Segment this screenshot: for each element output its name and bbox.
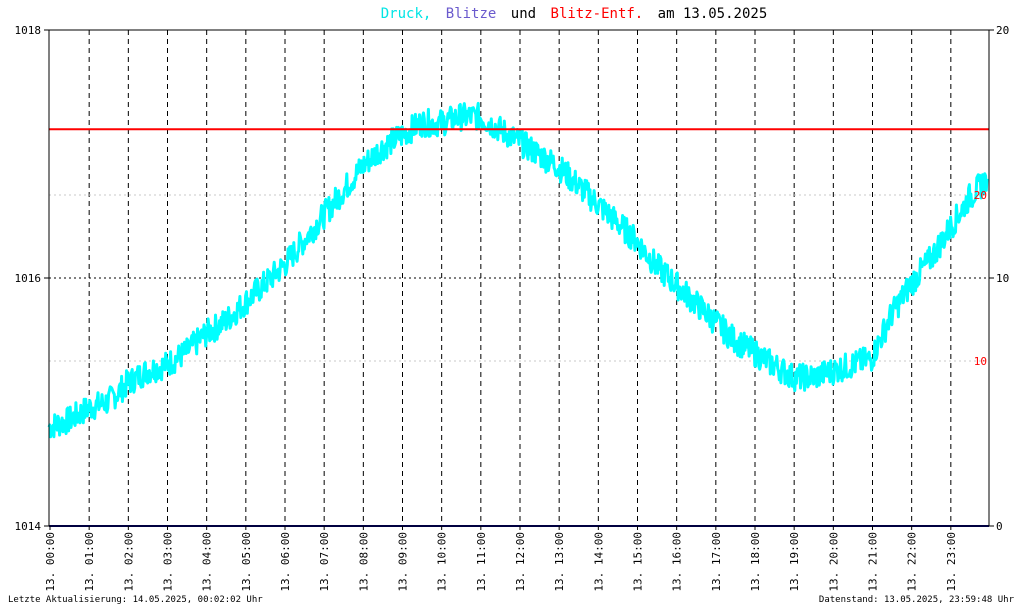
title-date: am 13.05.2025 bbox=[658, 6, 768, 22]
inner-tick-label: 20 bbox=[974, 189, 987, 202]
left-tick-label: 1016 bbox=[15, 272, 42, 285]
x-tick-label: 13. 02:00 bbox=[122, 532, 135, 592]
x-tick-label: 13. 09:00 bbox=[397, 532, 410, 592]
x-tick-label: 13. 03:00 bbox=[162, 532, 175, 592]
x-tick-label: 13. 00:00 bbox=[44, 532, 57, 592]
x-tick-label: 13. 21:00 bbox=[867, 532, 880, 592]
x-tick-label: 13. 12:00 bbox=[514, 532, 527, 592]
right-tick-label: 20 bbox=[996, 24, 1009, 37]
x-tick-label: 13. 15:00 bbox=[632, 532, 645, 592]
title-druck: Druck, bbox=[381, 6, 432, 22]
x-tick-label: 13. 11:00 bbox=[475, 532, 488, 592]
chart-title: Druck, Blitze und Blitz-Entf. am 13.05.2… bbox=[381, 6, 768, 22]
left-tick-label: 1014 bbox=[15, 520, 42, 533]
x-tick-label: 13. 22:00 bbox=[906, 532, 919, 592]
x-tick-label: 13. 06:00 bbox=[279, 532, 292, 592]
x-tick-label: 13. 16:00 bbox=[671, 532, 684, 592]
title-und: und bbox=[511, 6, 536, 22]
right-tick-label: 10 bbox=[996, 272, 1009, 285]
axis-ticks: 1014 1016 1018 0 10 20 10 20 13. 00:00 13. 01:00 1… bbox=[15, 24, 1010, 592]
x-tick-label: 13. 23:00 bbox=[945, 532, 958, 592]
x-tick-label: 13. 07:00 bbox=[318, 532, 331, 592]
x-tick-label: 13. 18:00 bbox=[749, 532, 762, 592]
left-tick-label: 1018 bbox=[15, 24, 42, 37]
grid-lines bbox=[49, 30, 989, 526]
right-tick-label: 0 bbox=[996, 520, 1003, 533]
x-tick-label: 13. 04:00 bbox=[201, 532, 214, 592]
series-layer bbox=[47, 101, 989, 527]
x-tick-label: 13. 10:00 bbox=[436, 532, 449, 592]
inner-tick-label: 10 bbox=[974, 355, 987, 368]
x-tick-label: 13. 08:00 bbox=[357, 532, 370, 592]
title-entf: Blitz-Entf. bbox=[551, 6, 644, 22]
x-tick-label: 13. 14:00 bbox=[592, 532, 605, 592]
x-tick-label: 13. 01:00 bbox=[83, 532, 96, 592]
druck-series-line bbox=[47, 101, 989, 439]
x-tick-label: 13. 19:00 bbox=[788, 532, 801, 592]
x-tick-label: 13. 13:00 bbox=[553, 532, 566, 592]
x-tick-label: 13. 05:00 bbox=[240, 532, 253, 592]
x-tick-label: 13. 20:00 bbox=[827, 532, 840, 592]
footer-last-update: Letzte Aktualisierung: 14.05.2025, 00:02… bbox=[8, 595, 263, 605]
footer-data-status: Datenstand: 13.05.2025, 23:59:48 Uhr bbox=[819, 595, 1015, 605]
title-blitze: Blitze bbox=[446, 6, 497, 22]
x-tick-label: 13. 17:00 bbox=[710, 532, 723, 592]
